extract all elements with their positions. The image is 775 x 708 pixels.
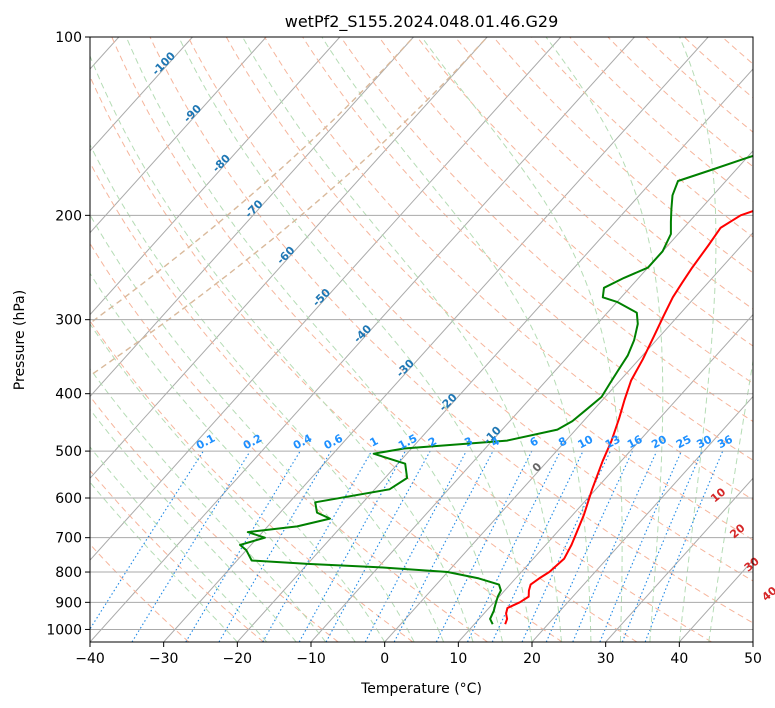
moist-adiabat-line bbox=[90, 143, 445, 642]
moist-adiabat-line bbox=[545, 37, 664, 642]
x-tick-label: 0 bbox=[380, 651, 389, 667]
y-tick-label: 200 bbox=[55, 208, 82, 224]
x-tick-label: 30 bbox=[597, 651, 615, 667]
moist-adiabat-line bbox=[242, 37, 562, 642]
x-tick-label: −10 bbox=[296, 651, 326, 667]
mixing-ratio-line bbox=[298, 450, 406, 642]
mixing-ratio-label: 16 bbox=[625, 433, 645, 452]
mixing-ratio-line bbox=[131, 450, 251, 642]
x-tick-label: −20 bbox=[223, 651, 253, 667]
dry-adiabat-line bbox=[90, 395, 339, 642]
x-tick-label: −30 bbox=[149, 651, 179, 667]
pressure-gridlines bbox=[90, 37, 753, 630]
mixing-ratio-line bbox=[90, 450, 204, 630]
y-tick-label: 300 bbox=[55, 313, 82, 329]
moist-adiabat-line bbox=[708, 358, 753, 642]
dry-adiabat-line bbox=[149, 37, 753, 624]
isotherm-line bbox=[531, 395, 753, 642]
x-tick-label: 40 bbox=[670, 651, 688, 667]
x-axis: −40 −30 −20 −10 0 10 20 30 40 50 bbox=[75, 642, 762, 667]
moist-adiabat-line bbox=[90, 213, 415, 642]
dry-adiabat-line bbox=[90, 543, 190, 642]
chart-title: wetPf2_S155.2024.048.01.46.G29 bbox=[285, 12, 559, 32]
moist-adiabat-line bbox=[90, 367, 327, 642]
isotherm-line bbox=[90, 37, 414, 398]
mixing-ratio-label: 13 bbox=[603, 433, 623, 452]
mixing-ratio-label: 30 bbox=[694, 432, 714, 451]
mixing-ratio-line bbox=[644, 450, 724, 642]
sounding-profiles bbox=[239, 154, 753, 625]
mixing-ratio-label: 20 bbox=[649, 433, 669, 452]
dry-adiabat-line bbox=[90, 469, 264, 642]
x-tick-label: 20 bbox=[523, 651, 541, 667]
dry-adiabat-line bbox=[454, 37, 753, 310]
series-line bbox=[239, 154, 753, 625]
mixing-ratio-line bbox=[435, 450, 533, 642]
mixing-ratio-line bbox=[545, 450, 633, 642]
y-tick-label: 900 bbox=[55, 595, 82, 611]
dry-adiabat-line bbox=[90, 320, 414, 642]
moist-adiabat-line bbox=[90, 323, 356, 642]
dry-adiabat-line bbox=[416, 37, 753, 347]
x-axis-label: Temperature (°C) bbox=[360, 681, 482, 697]
dry-adiabat-line bbox=[90, 242, 488, 642]
dry-adiabat-line bbox=[111, 37, 712, 642]
y-tick-label: 400 bbox=[55, 387, 82, 403]
y-tick-label: 100 bbox=[55, 30, 82, 46]
moist-adiabat-line bbox=[90, 446, 268, 642]
isotherm-line bbox=[90, 37, 341, 316]
isotherm-line bbox=[90, 37, 488, 480]
y-tick-label: 600 bbox=[55, 491, 82, 507]
isotherm-line bbox=[90, 37, 635, 642]
moist-adiabat-line bbox=[90, 481, 238, 642]
x-tick-label: 10 bbox=[449, 651, 467, 667]
mixing-ratio-line bbox=[599, 450, 682, 642]
mixing-ratio-label: 10 bbox=[576, 433, 596, 452]
isotherm-line bbox=[90, 37, 267, 234]
y-axis-label: Pressure (hPa) bbox=[12, 290, 28, 390]
mixing-ratio-line bbox=[364, 450, 467, 642]
y-tick-label: 1000 bbox=[46, 622, 82, 638]
y-axis: 1000 900 800 700 600 500 400 300 200 100 bbox=[46, 30, 90, 638]
mixing-ratio-line bbox=[621, 450, 703, 642]
mixing-ratio-line bbox=[325, 450, 431, 642]
moist-adiabat-line bbox=[321, 37, 592, 642]
isotherm-line bbox=[605, 477, 753, 642]
series-line bbox=[504, 210, 753, 625]
x-tick-label: 50 bbox=[744, 651, 762, 667]
isotherm-line bbox=[457, 313, 753, 642]
dry-adiabat-line bbox=[90, 161, 563, 642]
y-tick-label: 500 bbox=[55, 444, 82, 460]
moist-adiabat-line bbox=[125, 37, 503, 642]
y-tick-label: 700 bbox=[55, 531, 82, 547]
mixing-ratio-label: 25 bbox=[674, 433, 694, 452]
mixing-ratio-label: 36 bbox=[715, 433, 735, 452]
mixing-ratio-line bbox=[572, 450, 658, 642]
x-tick-label: −40 bbox=[75, 651, 105, 667]
isotherm-line bbox=[90, 37, 562, 561]
plot-frame bbox=[89, 36, 754, 643]
moist-adiabat-line bbox=[421, 37, 623, 642]
y-tick-label: 800 bbox=[55, 565, 82, 581]
moist-adiabat-line bbox=[90, 272, 386, 642]
isotherm-line bbox=[384, 231, 753, 642]
isotherm-line bbox=[310, 150, 753, 642]
isotherm-line bbox=[236, 68, 753, 642]
moist-adiabat-line bbox=[90, 408, 297, 642]
moist-adiabat-line bbox=[678, 37, 717, 642]
isotherm-line bbox=[90, 37, 193, 152]
